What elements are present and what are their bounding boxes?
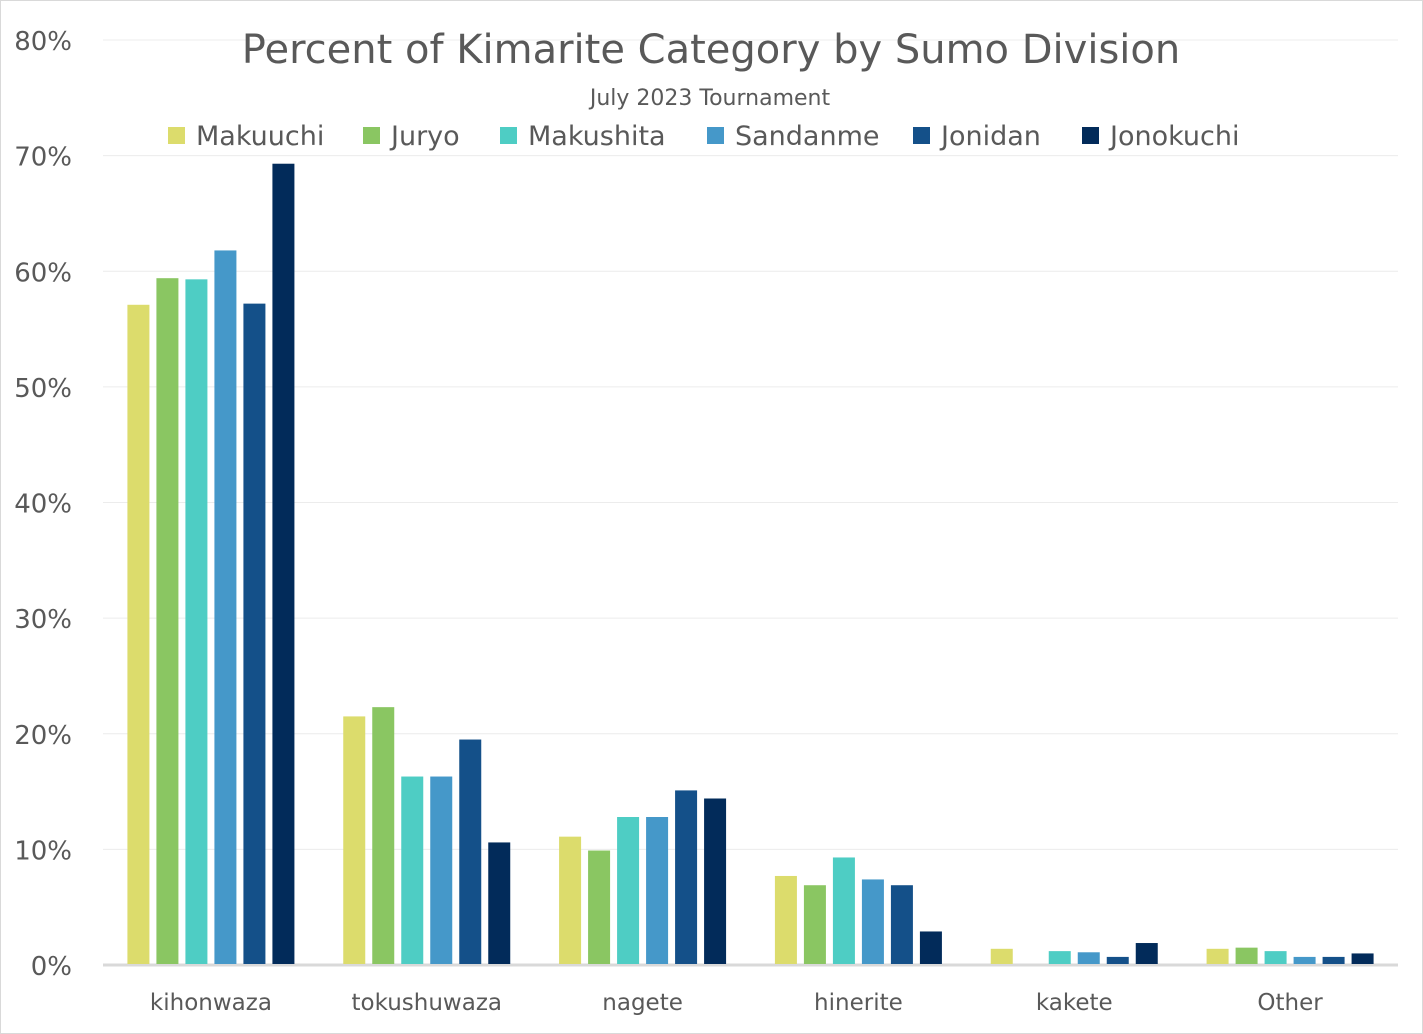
- x-tick-label: hinerite: [814, 990, 903, 1016]
- legend-swatch-juryo: [363, 127, 380, 144]
- bar-juryo: [156, 278, 179, 964]
- legend-label: Makushita: [528, 121, 666, 152]
- bar-juryo: [1235, 947, 1258, 964]
- bar-makuuchi: [343, 716, 366, 964]
- bar-jonokuchi: [488, 842, 511, 964]
- bar-makuuchi: [990, 948, 1013, 964]
- bar-jonokuchi: [919, 931, 942, 964]
- y-tick-label: 50%: [14, 374, 72, 404]
- bar-sandanme: [646, 817, 669, 964]
- bar-makushita: [617, 817, 640, 964]
- legend: Makuuchi Juryo Makushita Sandanme Jonidan Jon…: [168, 121, 1240, 152]
- y-tick-label: 80%: [14, 27, 72, 57]
- bar-jonidan: [459, 739, 482, 964]
- bar-jonidan: [890, 885, 913, 964]
- legend-label: Makuuchi: [196, 121, 324, 152]
- bar-makushita: [401, 776, 424, 964]
- legend-swatch-makushita: [500, 127, 517, 144]
- bar-sandanme: [1077, 952, 1100, 964]
- bar-jonidan: [243, 303, 266, 964]
- y-tick-label: 40%: [14, 490, 72, 520]
- bar-sandanme: [214, 250, 237, 964]
- legend-label: Juryo: [389, 121, 460, 152]
- y-tick-label: 0%: [31, 952, 72, 982]
- legend-swatch-sandanme: [707, 127, 724, 144]
- x-tick-label: Other: [1257, 990, 1323, 1016]
- bar-makuuchi: [127, 304, 150, 964]
- legend-label: Jonidan: [939, 121, 1041, 152]
- bar-juryo: [588, 850, 611, 964]
- bar-jonidan: [1322, 956, 1345, 964]
- bar-makuuchi: [774, 875, 797, 964]
- bar-makushita: [1048, 951, 1071, 964]
- x-tick-label: tokushuwaza: [352, 990, 503, 1016]
- x-tick-label: kihonwaza: [150, 990, 272, 1016]
- x-tick-label: kakete: [1036, 990, 1113, 1016]
- bar-jonokuchi: [272, 163, 295, 964]
- bar-jonidan: [1106, 956, 1129, 964]
- legend-label: Sandanme: [735, 121, 880, 152]
- bar-jonokuchi: [704, 798, 727, 964]
- bar-makushita: [1264, 951, 1287, 964]
- chart-title: Percent of Kimarite Category by Sumo Div…: [242, 27, 1180, 73]
- bar-juryo: [803, 885, 826, 964]
- bar-sandanme: [861, 879, 884, 964]
- y-tick-label: 20%: [14, 721, 72, 751]
- legend-label: Jonokuchi: [1108, 121, 1240, 152]
- bar-makuuchi: [1206, 948, 1229, 964]
- y-tick-label: 60%: [14, 258, 72, 288]
- y-tick-label: 10%: [14, 836, 72, 866]
- legend-swatch-jonokuchi: [1082, 127, 1099, 144]
- bar-makuuchi: [559, 836, 582, 964]
- chart-subtitle: July 2023 Tournament: [588, 86, 831, 111]
- legend-swatch-makuuchi: [168, 127, 185, 144]
- bar-juryo: [372, 707, 395, 964]
- bar-makushita: [185, 279, 208, 964]
- x-tick-label: nagete: [602, 990, 683, 1016]
- bar-jonidan: [675, 790, 698, 964]
- y-tick-label: 70%: [14, 143, 72, 173]
- bar-sandanme: [430, 776, 453, 964]
- bar-makushita: [832, 857, 855, 964]
- y-tick-label: 30%: [14, 605, 72, 635]
- bar-jonokuchi: [1351, 953, 1374, 964]
- bar-sandanme: [1293, 956, 1316, 964]
- legend-swatch-jonidan: [913, 127, 930, 144]
- bar-jonokuchi: [1135, 943, 1158, 964]
